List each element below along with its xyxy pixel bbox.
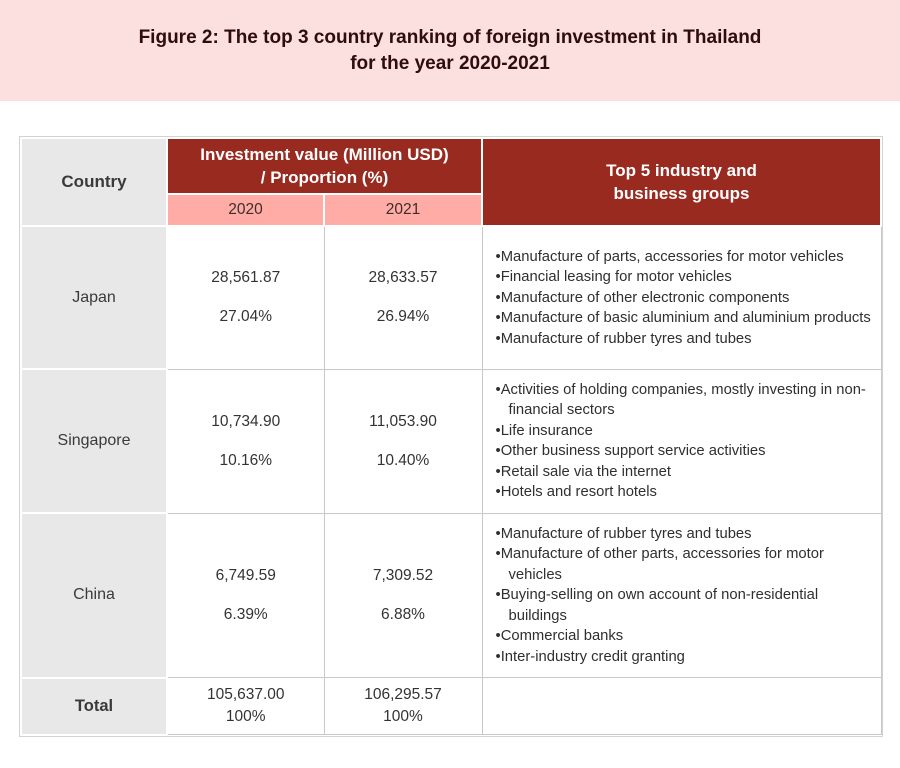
proportion-value: 26.94% [376, 308, 430, 326]
industry-header-line1: Top 5 industry and [606, 161, 757, 180]
investment-value: 28,633.57 [368, 269, 438, 287]
figure-title-line1: Figure 2: The top 3 country ranking of f… [138, 26, 762, 48]
industry-item: Hotels and resort hotels [496, 482, 875, 503]
country-cell-japan: Japan [20, 225, 168, 370]
country-cell-singapore: Singapore [20, 368, 168, 514]
total-investment-value: 106,295.57 [364, 686, 442, 703]
industry-item: Manufacture of basic aluminium and alumi… [496, 308, 875, 329]
industry-item: Manufacture of other parts, accessories … [496, 544, 875, 585]
industry-item: Financial leasing for motor vehicles [496, 267, 875, 288]
industry-list: Manufacture of rubber tyres and tubes Ma… [496, 524, 875, 668]
industry-item: Manufacture of other electronic componen… [496, 288, 875, 309]
figure-title-line2: for the year 2020-2021 [350, 52, 550, 74]
industry-item: Buying-selling on own account of non-res… [496, 585, 875, 626]
country-cell-china: China [20, 512, 168, 679]
proportion-value: 10.40% [376, 451, 430, 469]
proportion-value: 6.88% [381, 605, 425, 623]
investment-table: Country Investment value (Million USD) /… [20, 137, 882, 736]
table-header-row-1: Country Investment value (Million USD) /… [20, 137, 882, 227]
total-proportion-value: 100% [383, 708, 423, 725]
industry-item: Activities of holding companies, mostly … [496, 380, 875, 421]
investment-value: 7,309.52 [372, 566, 434, 584]
industry-item: Retail sale via the internet [496, 462, 875, 483]
proportion-value: 27.04% [219, 308, 273, 326]
proportion-value: 6.39% [223, 605, 268, 623]
industry-item: Commercial banks [496, 626, 875, 647]
total-investment-value: 105,637.00 [206, 686, 285, 703]
value-cell-china-2021: 7,309.52 6.88% [323, 512, 483, 678]
total-value-cell-2021: 106,295.57 100% [323, 677, 483, 735]
investment-table-container: Country Investment value (Million USD) /… [19, 136, 883, 737]
table-row-singapore: Singapore 10,734.90 10.16% 11,053.90 10.… [20, 368, 882, 514]
investment-header-line1: Investment value (Million USD) [200, 145, 449, 164]
industries-cell-china: Manufacture of rubber tyres and tubes Ma… [481, 512, 882, 678]
industry-item: Other business support service activitie… [496, 441, 875, 462]
industry-item: Inter-industry credit granting [496, 647, 875, 668]
industries-cell-japan: Manufacture of parts, accessories for mo… [481, 225, 882, 370]
investment-value: 28,561.87 [211, 269, 281, 287]
industries-cell-singapore: Activities of holding companies, mostly … [481, 368, 882, 514]
total-label-cell: Total [20, 676, 168, 736]
value-cell-singapore-2020: 10,734.90 10.16% [166, 368, 325, 514]
proportion-value: 10.16% [219, 451, 273, 469]
industry-list: Activities of holding companies, mostly … [496, 380, 875, 503]
investment-header-line2: / Proportion (%) [260, 168, 389, 187]
industry-item: Life insurance [496, 421, 875, 442]
column-header-year-2021: 2021 [323, 193, 483, 227]
table-row-total: Total 105,637.00 100% 106,295.57 100% [20, 676, 882, 736]
value-cell-singapore-2021: 11,053.90 10.40% [323, 368, 483, 514]
investment-value: 10,734.90 [211, 412, 281, 430]
total-proportion-value: 100% [225, 708, 266, 725]
industry-list: Manufacture of parts, accessories for mo… [496, 247, 875, 350]
column-header-year-2020: 2020 [166, 193, 325, 227]
column-header-country: Country [20, 137, 168, 227]
total-value-cell-2020: 105,637.00 100% [166, 677, 325, 735]
value-cell-japan-2021: 28,633.57 26.94% [323, 225, 483, 370]
value-cell-china-2020: 6,749.59 6.39% [166, 512, 325, 678]
industry-item: Manufacture of rubber tyres and tubes [496, 329, 875, 350]
column-header-investment: Investment value (Million USD) / Proport… [166, 137, 483, 195]
investment-value: 6,749.59 [215, 566, 276, 584]
value-cell-japan-2020: 28,561.87 27.04% [166, 225, 325, 370]
figure-title-banner: Figure 2: The top 3 country ranking of f… [0, 0, 900, 101]
column-header-industry: Top 5 industry and business groups [481, 137, 882, 227]
table-header-row-2: 2020 2021 [21, 193, 881, 227]
total-industries-empty-cell [481, 677, 882, 735]
investment-value: 11,053.90 [369, 412, 437, 430]
table-row-china: China 6,749.59 6.39% 7,309.52 6.88% Manu… [20, 512, 882, 679]
industry-item: Manufacture of rubber tyres and tubes [496, 524, 875, 545]
table-row-japan: Japan 28,561.87 27.04% 28,633.57 26.94% … [20, 225, 882, 370]
industry-header-line2: business groups [613, 184, 750, 203]
industry-item: Manufacture of parts, accessories for mo… [496, 247, 875, 268]
